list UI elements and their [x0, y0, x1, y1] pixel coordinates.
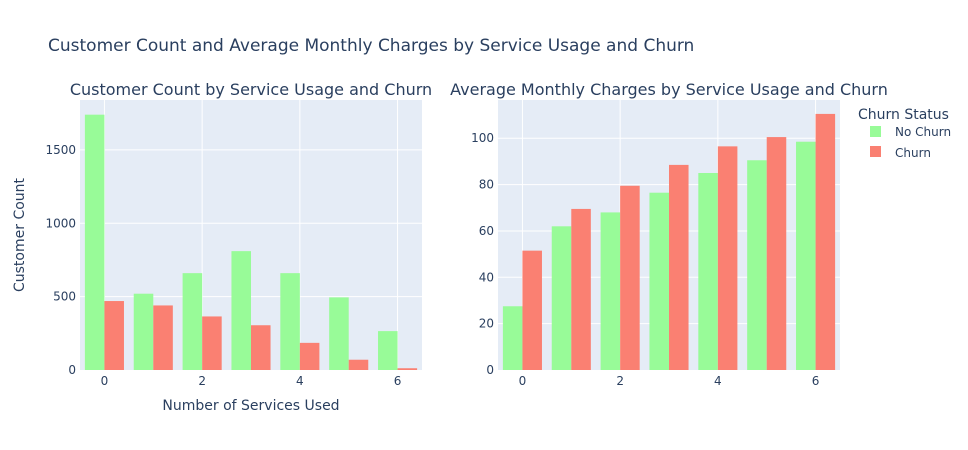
- legend-title: Churn Status: [858, 107, 949, 123]
- x-tick-label: 0: [519, 374, 527, 388]
- subplot-1-title: Customer Count by Service Usage and Chur…: [70, 80, 432, 99]
- x-tick-label: 2: [198, 374, 206, 388]
- y-axis-label-1: Customer Count: [12, 177, 28, 292]
- x-tick-label: 4: [714, 374, 722, 388]
- bar-no-churn[interactable]: [649, 192, 669, 370]
- bar-no-churn[interactable]: [698, 173, 718, 370]
- bar-churn[interactable]: [620, 185, 640, 370]
- subplot-2-title: Average Monthly Charges by Service Usage…: [450, 80, 888, 99]
- bar-churn[interactable]: [104, 301, 124, 370]
- x-tick-labels-2: 0 2 4 6: [519, 374, 820, 388]
- bar-churn[interactable]: [153, 305, 173, 370]
- bar-no-churn[interactable]: [551, 226, 572, 370]
- bar-no-churn[interactable]: [747, 160, 767, 370]
- bar-no-churn[interactable]: [329, 297, 349, 370]
- x-tick-label: 4: [296, 374, 304, 388]
- bar-churn[interactable]: [571, 208, 591, 370]
- bar-no-churn[interactable]: [502, 306, 523, 370]
- y-tick-label: 500: [53, 290, 76, 304]
- legend-label-churn: Churn: [895, 146, 931, 160]
- y-tick-label: 1500: [45, 143, 76, 157]
- bars-1: [84, 114, 418, 370]
- y-tick-label: 40: [479, 270, 494, 284]
- legend-label-no-churn: No Churn: [895, 125, 951, 139]
- legend: Churn Status No Churn Churn: [858, 107, 951, 160]
- legend-swatch-no-churn: [870, 126, 881, 137]
- bar-no-churn[interactable]: [600, 212, 621, 370]
- x-tick-label: 0: [101, 374, 109, 388]
- bar-churn[interactable]: [299, 342, 320, 370]
- bar-churn[interactable]: [766, 137, 787, 370]
- subplot-avg-monthly-charges: 0 20 40 60 80 100 0 2 4 6 Average Monthly Charge…: [450, 80, 888, 388]
- bar-no-churn[interactable]: [231, 251, 251, 370]
- y-tick-labels-1: 0 500 1000 1500: [45, 143, 76, 377]
- x-axis-label-1: Number of Services Used: [162, 398, 339, 414]
- y-tick-label: 80: [479, 178, 494, 192]
- bars-2: [502, 113, 836, 370]
- legend-swatch-churn: [870, 146, 881, 157]
- x-tick-label: 6: [394, 374, 402, 388]
- bar-no-churn[interactable]: [133, 293, 154, 370]
- subplot-customer-count: 0 500 1000 1500 0 2 4 6 Customer Count by Serv…: [12, 80, 432, 414]
- bar-churn[interactable]: [522, 250, 542, 370]
- x-tick-labels-1: 0 2 4 6: [101, 374, 402, 388]
- bar-no-churn[interactable]: [796, 141, 816, 370]
- x-tick-label: 2: [616, 374, 624, 388]
- bar-churn[interactable]: [669, 164, 689, 370]
- legend-item-no-churn[interactable]: No Churn: [870, 125, 951, 139]
- bar-no-churn[interactable]: [280, 273, 300, 370]
- bar-churn[interactable]: [815, 113, 836, 370]
- bar-no-churn[interactable]: [182, 273, 203, 370]
- figure-title: Customer Count and Average Monthly Charg…: [48, 36, 694, 56]
- bar-churn[interactable]: [717, 146, 738, 370]
- y-tick-label: 60: [479, 224, 494, 238]
- bar-churn[interactable]: [348, 359, 369, 370]
- y-tick-label: 100: [471, 131, 494, 145]
- bar-no-churn[interactable]: [378, 331, 398, 370]
- y-tick-label: 1000: [45, 216, 76, 230]
- y-tick-labels-2: 0 20 40 60 80 100: [471, 131, 494, 377]
- bar-no-churn[interactable]: [84, 114, 105, 370]
- y-tick-label: 20: [479, 317, 494, 331]
- legend-item-churn[interactable]: Churn: [870, 146, 931, 160]
- x-tick-label: 6: [812, 374, 820, 388]
- bar-churn[interactable]: [202, 316, 222, 370]
- bar-churn[interactable]: [397, 368, 418, 370]
- y-tick-label: 0: [486, 363, 494, 377]
- y-tick-label: 0: [68, 363, 76, 377]
- bar-churn[interactable]: [251, 325, 271, 370]
